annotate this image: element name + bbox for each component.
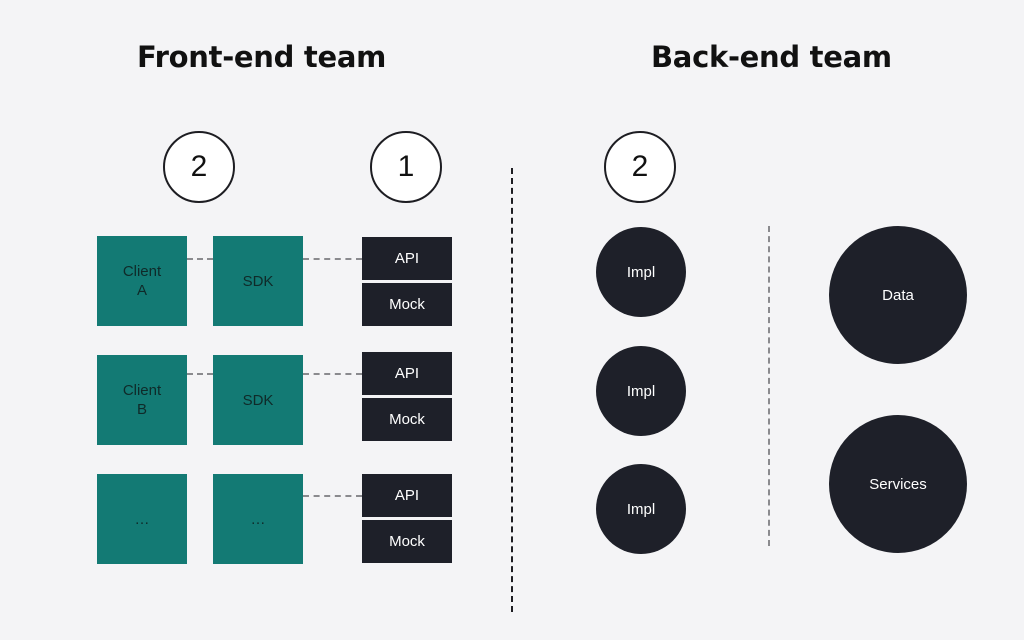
impl-circle: Impl [596,346,686,436]
sdk-api-connector [303,373,362,375]
frontend-team-title: Front-end team [137,40,387,74]
client-ellipsis-box: … [97,474,187,564]
sdk-api-connector [303,258,362,260]
step-circle-frontend-api: 1 [370,131,442,203]
impl-circle: Impl [596,464,686,554]
api-box: API [362,352,452,395]
api-box: API [362,237,452,280]
client-a-box: Client A [97,236,187,326]
step-circle-backend-impl: 2 [604,131,676,203]
sdk-ellipsis-box: … [213,474,303,564]
sdk-api-connector [303,495,362,497]
backend-layer-divider [768,226,770,546]
backend-team-title: Back-end team [651,40,892,74]
mock-box: Mock [362,283,452,326]
client-sdk-connector [187,258,213,260]
client-b-box: Client B [97,355,187,445]
mock-box: Mock [362,520,452,563]
sdk-box: SDK [213,236,303,326]
client-sdk-connector [187,373,213,375]
services-circle: Services [829,415,967,553]
api-box: API [362,474,452,517]
impl-circle: Impl [596,227,686,317]
sdk-box: SDK [213,355,303,445]
mock-box: Mock [362,398,452,441]
team-divider [511,168,513,612]
data-circle: Data [829,226,967,364]
step-circle-frontend-clients: 2 [163,131,235,203]
